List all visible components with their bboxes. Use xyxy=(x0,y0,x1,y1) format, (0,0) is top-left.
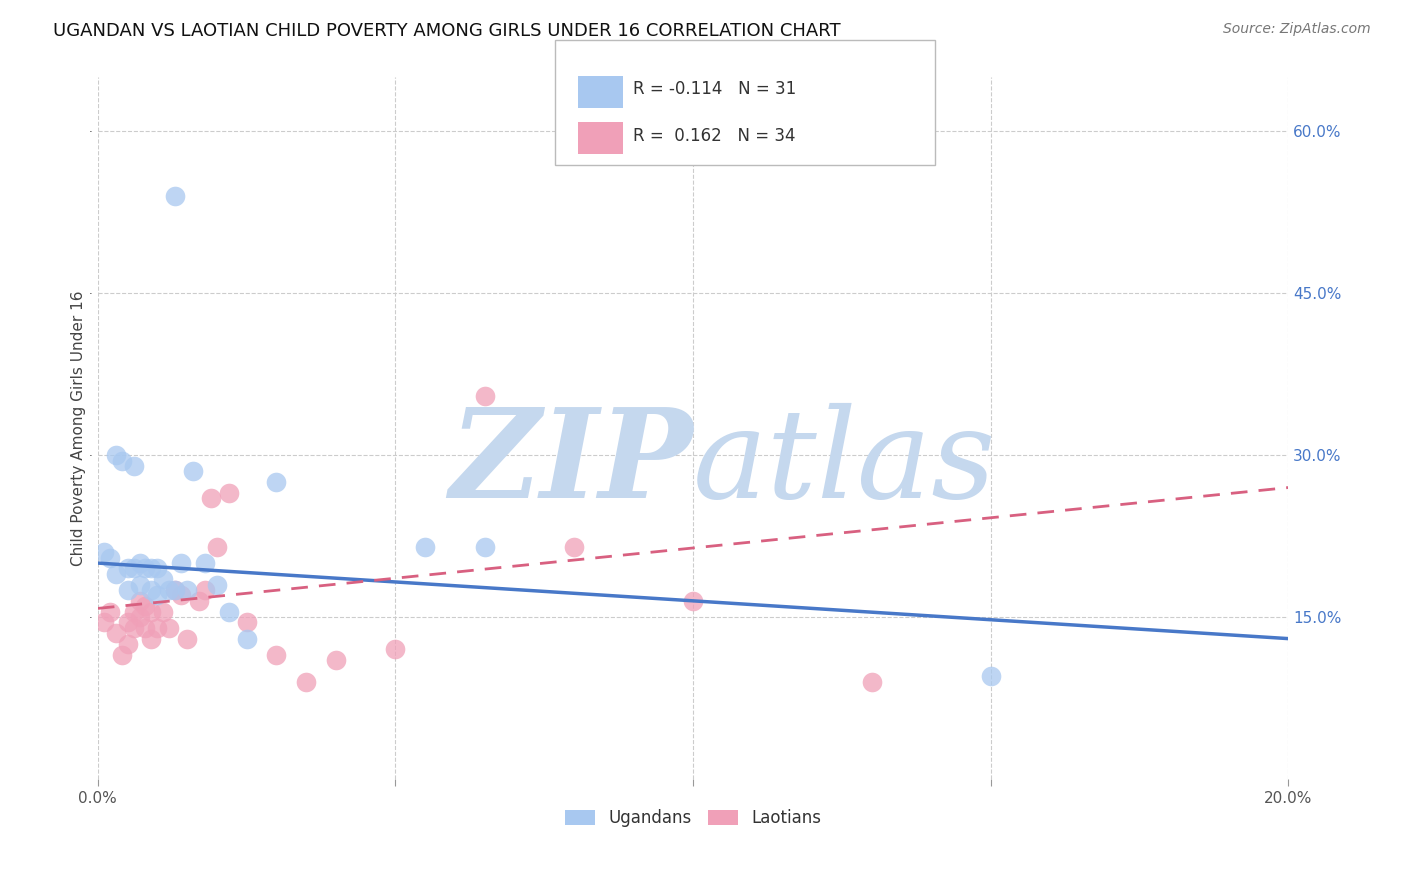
Point xyxy=(134,561,156,575)
Point xyxy=(170,589,193,603)
Point xyxy=(134,599,156,614)
Point xyxy=(562,540,585,554)
Text: ZIP: ZIP xyxy=(450,402,693,524)
Point xyxy=(200,491,222,506)
Text: R =  0.162   N = 34: R = 0.162 N = 34 xyxy=(633,127,796,145)
Point xyxy=(98,550,121,565)
Point xyxy=(152,605,174,619)
Point xyxy=(176,583,198,598)
Point xyxy=(205,577,228,591)
Text: UGANDAN VS LAOTIAN CHILD POVERTY AMONG GIRLS UNDER 16 CORRELATION CHART: UGANDAN VS LAOTIAN CHILD POVERTY AMONG G… xyxy=(53,22,841,40)
Point xyxy=(188,594,211,608)
Point xyxy=(176,632,198,646)
Point xyxy=(122,561,145,575)
Point xyxy=(218,486,240,500)
Point xyxy=(117,637,139,651)
Point xyxy=(325,653,347,667)
Point xyxy=(122,605,145,619)
Point xyxy=(181,464,204,478)
Point xyxy=(134,621,156,635)
Point xyxy=(474,540,496,554)
Point xyxy=(152,572,174,586)
Point xyxy=(141,583,163,598)
Point xyxy=(474,389,496,403)
Point xyxy=(146,561,169,575)
Point xyxy=(860,674,883,689)
Point xyxy=(104,448,127,462)
Point xyxy=(122,458,145,473)
Text: Source: ZipAtlas.com: Source: ZipAtlas.com xyxy=(1223,22,1371,37)
Point xyxy=(165,583,187,598)
Point xyxy=(117,615,139,630)
Point xyxy=(141,605,163,619)
Point xyxy=(165,189,187,203)
Point xyxy=(157,583,180,598)
Point xyxy=(218,605,240,619)
Point xyxy=(111,453,134,467)
Point xyxy=(980,669,1002,683)
Point xyxy=(266,648,288,662)
Point xyxy=(194,583,217,598)
Point xyxy=(117,561,139,575)
Point xyxy=(117,583,139,598)
Point xyxy=(128,556,150,570)
Point xyxy=(122,621,145,635)
Point xyxy=(384,642,406,657)
Point xyxy=(128,594,150,608)
Point xyxy=(111,648,134,662)
Point xyxy=(295,674,318,689)
Legend: Ugandans, Laotians: Ugandans, Laotians xyxy=(558,803,828,834)
Point xyxy=(98,605,121,619)
Point xyxy=(141,561,163,575)
Point xyxy=(205,540,228,554)
Point xyxy=(165,583,187,598)
Point xyxy=(170,556,193,570)
Point xyxy=(146,589,169,603)
Point xyxy=(413,540,436,554)
Point xyxy=(682,594,704,608)
Point xyxy=(266,475,288,490)
Point xyxy=(235,615,257,630)
Point xyxy=(128,577,150,591)
Point xyxy=(141,632,163,646)
Text: atlas: atlas xyxy=(693,402,997,524)
Point xyxy=(194,556,217,570)
Point xyxy=(128,610,150,624)
Point xyxy=(235,632,257,646)
Point xyxy=(93,615,115,630)
Point xyxy=(157,621,180,635)
Point xyxy=(146,621,169,635)
Point xyxy=(104,626,127,640)
Point xyxy=(104,566,127,581)
Point xyxy=(93,545,115,559)
Y-axis label: Child Poverty Among Girls Under 16: Child Poverty Among Girls Under 16 xyxy=(72,291,86,566)
Text: R = -0.114   N = 31: R = -0.114 N = 31 xyxy=(633,80,796,98)
